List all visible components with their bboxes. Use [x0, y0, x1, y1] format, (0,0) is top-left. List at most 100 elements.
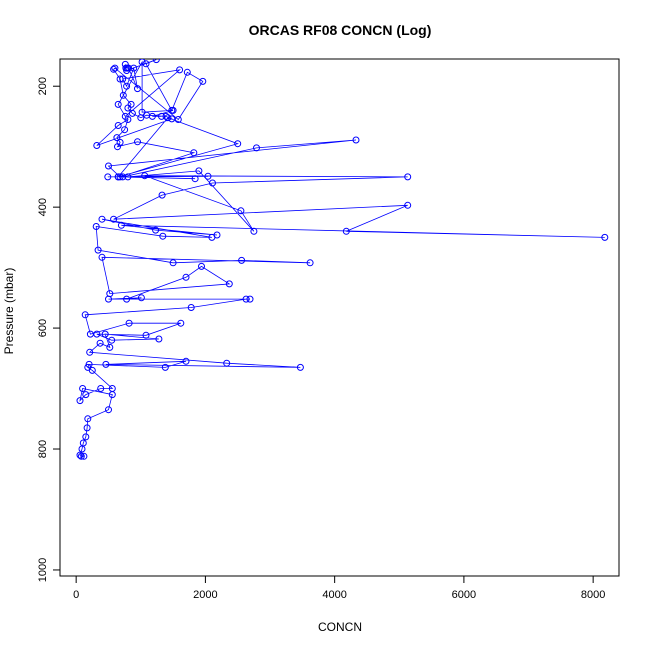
data-point	[128, 109, 136, 117]
y-tick-label: 1000	[37, 558, 49, 582]
data-point	[204, 172, 212, 180]
data-point	[119, 91, 127, 99]
data-point	[134, 85, 141, 93]
plot-frame	[59, 58, 620, 577]
data-point	[183, 68, 191, 76]
data-point	[117, 221, 125, 229]
y-tick-label: 600	[37, 319, 49, 337]
data-point	[114, 122, 122, 129]
data-point	[159, 232, 167, 240]
data-point	[161, 363, 169, 371]
series-points	[76, 59, 609, 460]
data-point	[110, 65, 118, 73]
y-axis-label: Pressure (mbar)	[2, 268, 16, 355]
data-point	[246, 295, 254, 303]
data-point	[101, 330, 109, 338]
series-lines	[79, 59, 605, 457]
data-point	[124, 173, 132, 181]
data-point	[98, 215, 106, 223]
data-point	[76, 397, 84, 405]
x-tick-label: 8000	[581, 589, 605, 601]
data-point	[223, 359, 231, 367]
data-point	[96, 339, 104, 347]
x-tick-label: 6000	[452, 589, 476, 601]
data-point	[116, 75, 124, 83]
data-point	[234, 140, 242, 148]
data-point	[138, 108, 146, 116]
data-point	[352, 136, 360, 144]
data-point	[106, 290, 114, 298]
data-point	[82, 391, 90, 399]
data-point	[209, 179, 216, 187]
data-point	[125, 319, 133, 327]
data-point	[83, 424, 91, 432]
data-point	[195, 167, 203, 175]
data-point	[108, 385, 116, 392]
data-point	[237, 207, 245, 215]
data-point	[191, 175, 199, 183]
data-point	[142, 60, 150, 68]
data-point	[152, 226, 160, 234]
data-point	[250, 227, 258, 235]
data-point	[106, 343, 114, 351]
data-point	[225, 280, 233, 288]
data-point	[77, 452, 85, 460]
data-point	[97, 385, 105, 392]
data-point	[111, 64, 119, 72]
data-point	[113, 134, 121, 142]
data-point	[105, 406, 112, 414]
data-point	[104, 173, 112, 181]
data-point	[114, 100, 122, 108]
data-point	[141, 172, 149, 180]
data-point	[127, 100, 135, 108]
data-point	[134, 138, 141, 146]
data-point	[190, 149, 198, 157]
data-point	[85, 360, 93, 368]
data-point	[92, 223, 100, 230]
data-point	[114, 173, 122, 181]
data-point	[123, 82, 131, 90]
data-point	[169, 259, 177, 267]
data-point	[182, 273, 190, 281]
data-point	[81, 311, 89, 319]
data-point	[168, 115, 176, 123]
data-point	[116, 173, 124, 181]
data-point	[86, 330, 94, 338]
data-point	[137, 294, 145, 302]
data-point	[296, 363, 304, 371]
data-point	[177, 319, 185, 327]
data-point	[82, 433, 90, 441]
y-tick-label: 400	[37, 198, 49, 216]
data-point	[155, 335, 163, 343]
data-point	[242, 295, 250, 303]
data-point	[79, 439, 87, 447]
x-tick-label: 0	[73, 589, 79, 601]
x-axis-label: CONCN	[318, 620, 362, 634]
data-point	[158, 191, 166, 199]
x-axis: 0 2000 4000 6000 8000	[73, 576, 605, 601]
data-point	[213, 231, 221, 239]
data-point	[253, 144, 260, 152]
data-point	[125, 64, 132, 72]
data-point	[86, 348, 94, 356]
data-point	[238, 256, 246, 264]
data-point	[148, 112, 156, 120]
data-point	[80, 452, 88, 460]
data-point	[198, 262, 205, 270]
y-tick-label: 200	[37, 77, 49, 95]
data-point	[110, 215, 118, 223]
x-tick-label: 2000	[193, 589, 217, 601]
y-axis: 200 400 600 800 1000	[37, 77, 60, 582]
data-point	[119, 173, 127, 181]
data-point	[182, 357, 190, 365]
data-point	[98, 253, 106, 261]
data-point	[84, 415, 92, 423]
data-point	[142, 331, 150, 339]
data-point	[306, 259, 314, 267]
data-point	[199, 77, 207, 85]
data-point	[76, 451, 84, 459]
data-point	[121, 112, 129, 120]
data-point	[162, 112, 170, 120]
data-point	[94, 246, 102, 254]
